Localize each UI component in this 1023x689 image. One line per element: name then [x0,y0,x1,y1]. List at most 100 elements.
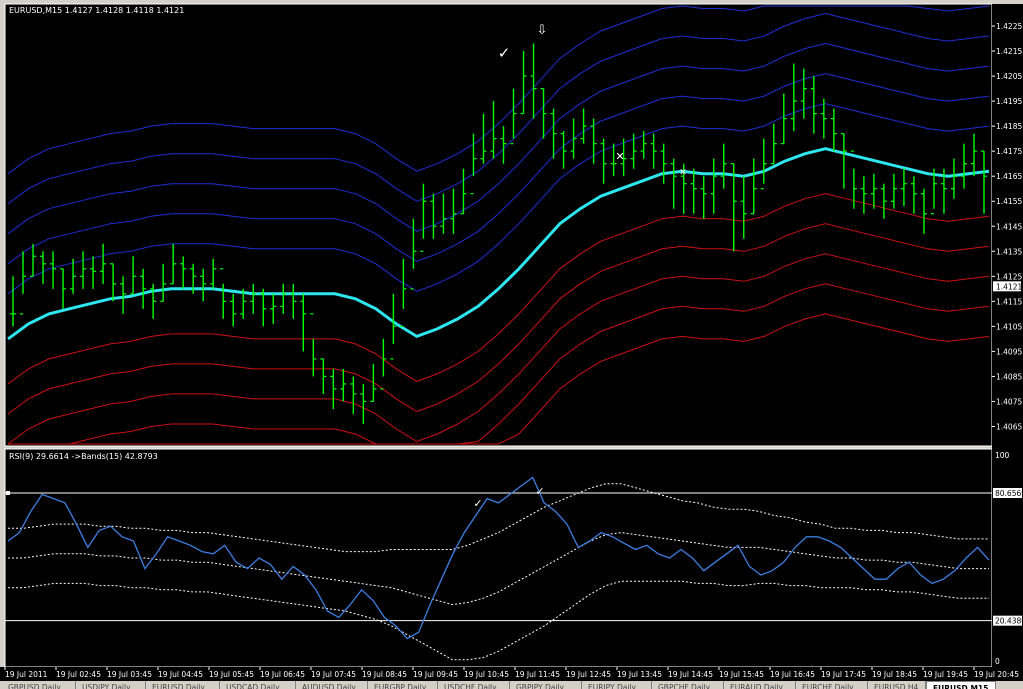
price-bar [270,293,277,324]
tab-euraud-daily[interactable]: EURAUD,Daily [724,681,796,689]
lower-band-3 [7,253,990,445]
tab-eurusd-daily[interactable]: EURUSD,Daily [146,681,220,689]
price-bar [410,218,417,290]
rsi-panel[interactable] [4,448,993,668]
price-bar [430,193,437,239]
price-bar [40,251,47,284]
price-bar [530,43,537,119]
price-bar [830,108,837,152]
price-bar [550,108,557,159]
price-y-tick-label: 1.4145 [996,222,1022,231]
price-bar [800,68,807,119]
tab-audusd-daily[interactable]: AUDUSD,Daily [296,681,368,689]
rsi-annotation-mark: ✓ [473,497,482,510]
price-bar [300,293,307,352]
price-bar [320,358,327,394]
price-bar [880,183,887,219]
price-bar [30,243,37,277]
chart-annotation-mark: ✓ [498,44,511,62]
price-bar [660,143,667,184]
x-tick-label: 19 Jul 05:45 [209,670,254,679]
price-y-tick-label: 1.4165 [996,172,1022,181]
price-y-tick-label: 1.4065 [996,422,1022,431]
tab-eurgbp-daily[interactable]: EURGBP,Daily [368,681,438,689]
upper-band-2 [7,73,990,265]
symbol-title: EURUSD,M15 1.4127 1.4128 1.4118 1.4121 [9,6,184,15]
price-bar [420,183,427,252]
price-bar [780,93,787,145]
price-bar [560,131,567,169]
price-bar [450,188,457,234]
price-bar [910,176,917,214]
price-bar [260,288,267,327]
price-bar [390,293,397,360]
price-bar [720,143,727,189]
tab-eurusd-h4[interactable]: EURUSD,H4 [868,681,926,689]
tab-eurchf-daily[interactable]: EURCHF,Daily [796,681,868,689]
price-y-tick-label: 1.4185 [996,122,1022,131]
price-bar [120,276,127,314]
current-price-box [993,281,1021,292]
price-bar [440,193,447,234]
tab-gbpusd-daily[interactable]: GBPUSD,Daily [2,681,76,689]
price-bar [950,158,957,199]
price-y-tick-label: 1.4215 [996,47,1022,56]
price-bar [680,163,687,214]
upper-band-5 [7,5,990,175]
moving-average-line [7,147,990,341]
tab-eurjpy-daily[interactable]: EURJPY,Daily [582,681,652,689]
price-bar [710,158,717,214]
price-bar [920,188,927,234]
tab-eurusd-m15[interactable]: EURUSD,M15 [926,681,996,689]
price-y-tick-label: 1.4175 [996,147,1022,156]
price-bar [100,243,107,284]
price-bar [870,173,877,209]
rsi-level-handle [6,491,10,496]
price-bar [740,176,747,239]
x-tick-label: 19 Jul 10:45 [464,670,509,679]
price-y-tick-label: 1.4205 [996,72,1022,81]
upper-band-1 [7,103,990,295]
tab-usdjpy-daily[interactable]: USDJPY,Daily [76,681,146,689]
price-bar [500,126,507,164]
upper-band-3 [7,42,990,235]
rsi-y-tick-label: 100 [995,451,1010,460]
x-tick-label: 19 Jul 11:45 [515,670,560,679]
tab-gbpchf-daily[interactable]: GBPCHF,Daily [652,681,724,689]
chart-annotation-mark: ✕ [615,150,624,163]
price-bar [220,268,227,319]
tab-gbpjpy-daily[interactable]: GBPJPY,Daily [510,681,582,689]
lower-band-2 [7,223,990,415]
price-y-tick-label: 1.4225 [996,22,1022,31]
price-bar [730,163,737,252]
price-bar [490,101,497,159]
price-bar [970,133,977,177]
price-bar [190,263,197,294]
price-bar [310,313,317,377]
price-bar [590,118,597,164]
x-tick-label: 19 Jul 06:45 [260,670,305,679]
tab-usdcad-daily[interactable]: USDCAD,Daily [220,681,296,689]
price-bar [930,168,937,215]
x-tick-label: 19 Jul 07:45 [311,670,356,679]
lower-band-4 [8,283,990,445]
rsi-y-tick-label: 0 [995,657,1000,666]
price-bar [570,118,577,159]
price-bar [510,88,517,145]
x-tick-label: 19 Jul 09:45 [413,670,458,679]
price-y-tick-label: 1.4125 [996,272,1022,281]
x-tick-label: 19 Jul 16:45 [770,670,815,679]
price-bar [10,276,17,327]
price-panel[interactable] [4,3,993,447]
price-bar [540,87,547,139]
price-y-tick-label: 1.4075 [996,397,1022,406]
price-bar [960,143,967,189]
current-price-label: 1.4121 [996,282,1022,291]
x-tick-label: 19 Jul 15:45 [719,670,764,679]
rsi-band-upper [8,483,989,553]
price-bar [690,168,697,214]
price-bar [770,123,777,165]
tab-usdchf-daily[interactable]: USDCHF,Daily [438,681,510,689]
